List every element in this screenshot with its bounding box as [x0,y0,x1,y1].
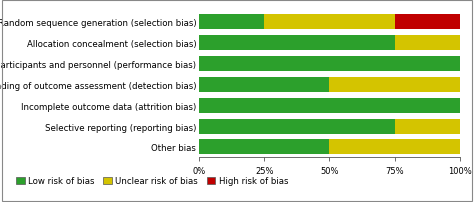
Bar [199,77,329,92]
Bar [264,15,394,30]
Bar [199,36,394,51]
Bar [199,98,460,113]
Bar [394,15,460,30]
Bar [199,119,394,134]
Bar [329,140,460,155]
Bar [199,140,329,155]
Bar [394,119,460,134]
Legend: Low risk of bias, Unclear risk of bias, High risk of bias: Low risk of bias, Unclear risk of bias, … [14,174,291,188]
Bar [199,15,264,30]
Bar [394,36,460,51]
Bar [199,57,460,72]
Bar [329,77,460,92]
